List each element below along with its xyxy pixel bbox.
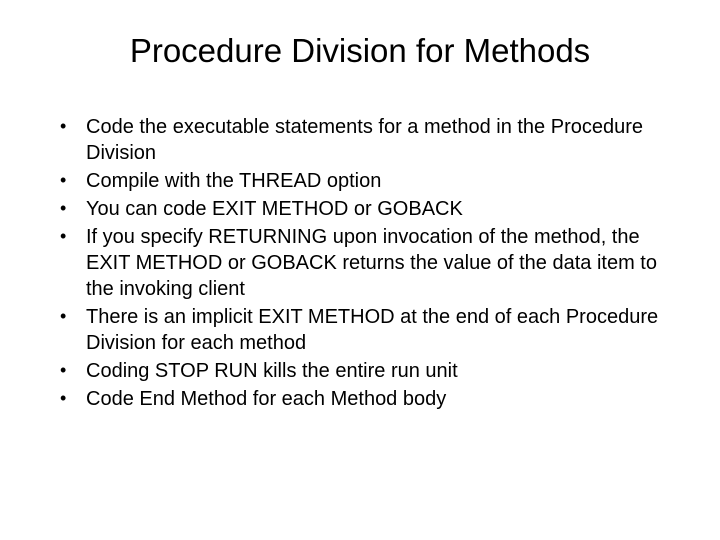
bullet-icon: • (60, 114, 86, 138)
list-item: • Compile with the THREAD option (60, 168, 672, 194)
bullet-text: Code the executable statements for a met… (86, 114, 672, 166)
list-item: • Code End Method for each Method body (60, 386, 672, 412)
slide-title: Procedure Division for Methods (48, 32, 672, 70)
bullet-text: Coding STOP RUN kills the entire run uni… (86, 358, 672, 384)
list-item: • If you specify RETURNING upon invocati… (60, 224, 672, 302)
bullet-icon: • (60, 196, 86, 220)
bullet-text: If you specify RETURNING upon invocation… (86, 224, 672, 302)
bullet-list: • Code the executable statements for a m… (48, 114, 672, 412)
bullet-text: Compile with the THREAD option (86, 168, 672, 194)
bullet-icon: • (60, 224, 86, 248)
bullet-icon: • (60, 168, 86, 192)
bullet-text: You can code EXIT METHOD or GOBACK (86, 196, 672, 222)
list-item: • Code the executable statements for a m… (60, 114, 672, 166)
list-item: • You can code EXIT METHOD or GOBACK (60, 196, 672, 222)
bullet-text: Code End Method for each Method body (86, 386, 672, 412)
list-item: • Coding STOP RUN kills the entire run u… (60, 358, 672, 384)
bullet-icon: • (60, 386, 86, 410)
bullet-text: There is an implicit EXIT METHOD at the … (86, 304, 672, 356)
bullet-icon: • (60, 304, 86, 328)
list-item: • There is an implicit EXIT METHOD at th… (60, 304, 672, 356)
bullet-icon: • (60, 358, 86, 382)
